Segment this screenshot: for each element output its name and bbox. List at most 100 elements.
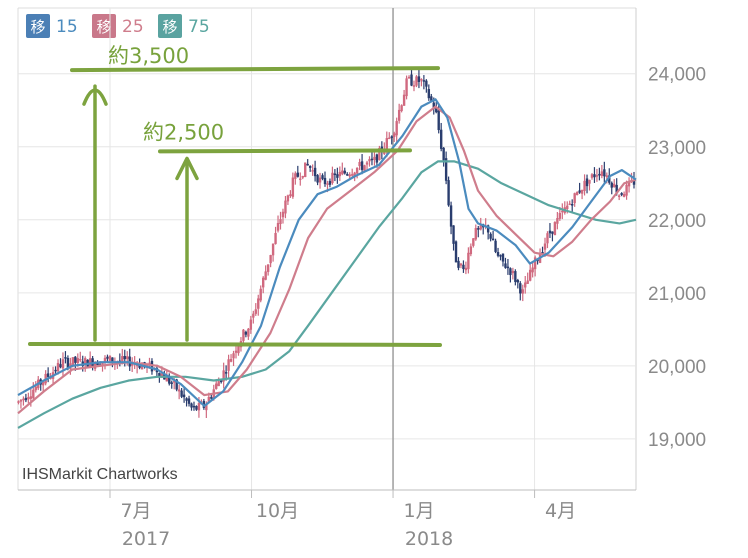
x-tick-year: 2018 — [405, 528, 453, 550]
candle-body — [126, 356, 129, 359]
candle-body — [548, 230, 552, 234]
candle-body — [264, 271, 267, 280]
legend-item-ma25[interactable]: 移 25 — [92, 14, 144, 38]
candle-body — [373, 156, 376, 160]
candle-body — [598, 173, 601, 176]
annotation-label-3500: 約3,500 — [108, 44, 189, 68]
candle-body — [247, 328, 250, 337]
legend[interactable]: 移 15 移 25 移 75 — [26, 14, 210, 38]
candle-body — [360, 161, 364, 170]
candle-body — [261, 277, 265, 288]
candle-body — [101, 361, 104, 366]
candle-body — [454, 241, 458, 263]
candle-body — [54, 369, 57, 372]
baseline-marker — [28, 341, 442, 347]
candle-body — [395, 121, 398, 136]
candle-body — [459, 263, 463, 266]
x-tick-label: 4月 — [545, 500, 576, 522]
candle-body — [615, 184, 618, 194]
legend-period-ma15: 15 — [56, 17, 78, 37]
candle-body — [121, 356, 124, 362]
level-marker-2500 — [158, 148, 412, 154]
candle-body — [207, 396, 211, 403]
candle-body — [531, 267, 534, 273]
candle-body — [593, 174, 596, 178]
candle-body — [22, 398, 25, 401]
candle-body — [489, 233, 492, 239]
legend-item-ma75[interactable]: 移 75 — [158, 14, 210, 38]
annotation-label-2500: 約2,500 — [143, 120, 224, 144]
candle-body — [363, 165, 366, 172]
candle-body — [32, 389, 35, 399]
legend-item-ma15[interactable]: 移 15 — [26, 14, 78, 38]
candle-body — [514, 271, 517, 282]
candle-body — [41, 382, 45, 386]
candle-body — [296, 172, 300, 177]
legend-chip-text-ma75: 移 — [162, 18, 177, 36]
candle-body — [328, 181, 332, 185]
legend-chip-ma15 — [26, 14, 50, 38]
candle-body — [595, 175, 599, 177]
candle-body — [499, 255, 502, 257]
candle-body — [437, 110, 440, 131]
candle-body — [108, 355, 112, 361]
candle-body — [350, 174, 354, 176]
candle-body — [321, 175, 324, 179]
candle-body — [469, 246, 473, 255]
candle-body — [242, 329, 245, 341]
candle-body — [281, 211, 285, 218]
candle-body — [336, 174, 339, 178]
x-tick-label: 7月 — [120, 500, 151, 522]
candle-body — [46, 373, 50, 377]
candle-body — [486, 225, 490, 233]
annotations: 約3,500 約2,500 — [28, 44, 442, 347]
candle-body — [205, 404, 208, 411]
candle-body — [526, 280, 529, 284]
candle-body — [546, 233, 549, 244]
candle-body — [170, 382, 173, 384]
candle-body — [449, 205, 453, 227]
candle-body — [400, 105, 403, 111]
candle-body — [289, 194, 292, 196]
candle-body — [227, 359, 230, 371]
candle-body — [501, 253, 505, 262]
candle-body — [195, 405, 198, 410]
legend-chip-ma75 — [158, 14, 182, 38]
arrow-head-3500 — [82, 88, 108, 106]
candle-body — [375, 154, 379, 163]
candle-body — [160, 373, 164, 378]
candle-body — [271, 243, 275, 256]
candle-body — [578, 190, 581, 193]
candle-body — [311, 170, 314, 172]
candle-body — [570, 204, 574, 206]
candle-body — [365, 162, 369, 165]
candle-body — [84, 358, 87, 366]
candle-body — [511, 270, 515, 274]
candle-body — [412, 85, 416, 87]
candle-body — [390, 136, 393, 138]
candle-body — [222, 370, 225, 382]
candle-body — [617, 195, 621, 197]
candle-body — [252, 313, 255, 318]
candle-body — [415, 76, 418, 86]
candle-body — [190, 403, 193, 408]
candle-body — [388, 137, 391, 140]
candle-body — [177, 389, 181, 392]
candle-body — [210, 397, 213, 399]
candle-body — [417, 76, 421, 82]
level-marker-3500 — [70, 66, 440, 73]
candle-body — [528, 269, 532, 281]
candle-body — [64, 357, 67, 359]
candle-body — [294, 173, 297, 179]
candle-body — [192, 405, 196, 408]
candle-body — [229, 359, 233, 362]
candle-body — [348, 174, 351, 177]
candle-body — [397, 109, 401, 121]
candle-body — [504, 263, 507, 268]
candle-body — [479, 225, 482, 230]
candle-body — [462, 264, 465, 270]
x-tick-label: 1月 — [403, 500, 434, 522]
candle-body — [358, 162, 361, 167]
candle-body — [405, 78, 408, 97]
